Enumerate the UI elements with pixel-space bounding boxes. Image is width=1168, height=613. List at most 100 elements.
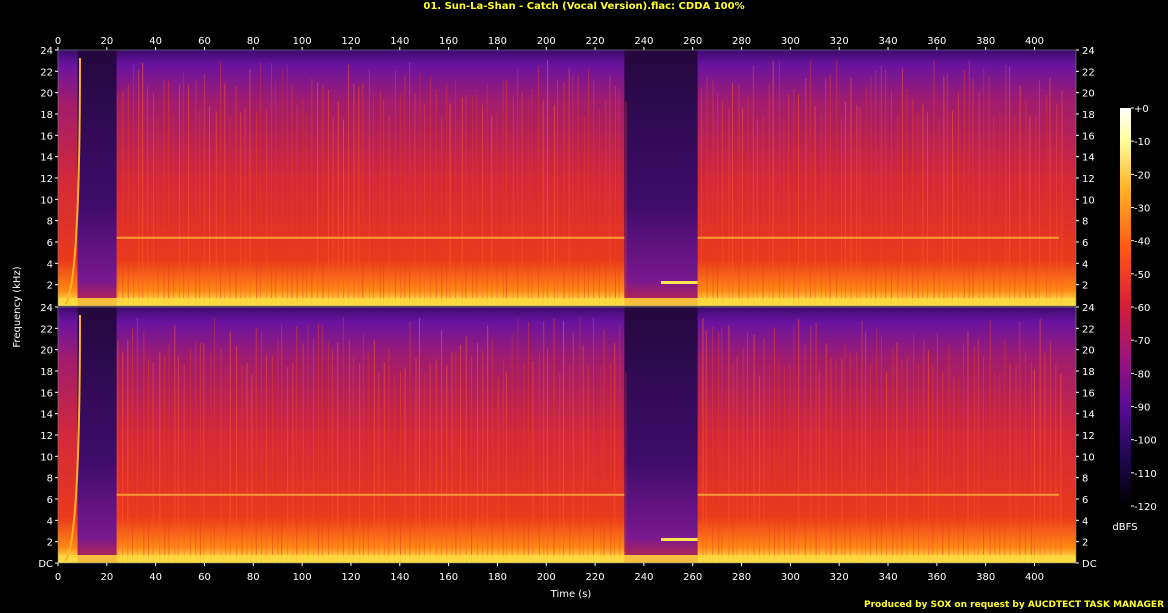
y-tick-label: 16 [1082,131,1095,142]
y-tick-label: 4 [47,516,53,527]
x-tick-label: 40 [149,572,162,583]
y-tick-label: 22 [1082,324,1095,335]
y-tick-label: 10 [1082,452,1095,463]
y-tick-label: 18 [1082,367,1095,378]
low-frequency-band [58,298,1076,306]
y-tick-label: 16 [1082,388,1095,399]
quiet-segment [77,307,117,563]
x-axis-label: Time (s) [550,589,592,600]
y-tick-label: 2 [47,538,53,549]
x-tick-label: 360 [927,572,946,583]
x-tick-label: 400 [1025,572,1044,583]
y-tick-label: 8 [47,217,53,228]
x-tick-label: 220 [586,572,605,583]
colorbar-tick-label: -100 [1134,436,1157,447]
y-tick-label: 6 [1082,495,1088,506]
y-tick-label: 6 [47,238,53,249]
x-tick-label: 380 [976,36,995,47]
x-tick-label: 140 [390,572,409,583]
channel-panel-1 [57,49,1077,307]
y-tick-label: 24 [1082,46,1095,57]
y-tick-label: 18 [40,367,53,378]
y-tick-label: 24 [40,303,53,314]
y-tick-label: 4 [1082,516,1088,527]
x-tick-label: 120 [341,36,360,47]
x-tick-label: 100 [293,572,312,583]
x-tick-label: 220 [586,36,605,47]
y-tick-label: 22 [40,67,53,78]
y-tick-label: 20 [40,346,53,357]
x-tick-label: 60 [198,572,211,583]
y-tick-label: 14 [40,153,53,164]
x-tick-label: 60 [198,36,211,47]
y-tick-label: 24 [1082,303,1095,314]
y-tick-label: 4 [1082,259,1088,270]
chart-title: 01. Sun-La-Shan - Catch (Vocal Version).… [423,1,745,12]
colorbar-tick-label: -80 [1134,369,1150,380]
x-tick-label: 20 [100,36,113,47]
y-tick-label: 2 [1082,281,1088,292]
x-tick-label: 80 [247,572,260,583]
y-tick-label: 14 [1082,153,1095,164]
colorbar-tick-label: -60 [1134,303,1150,314]
x-tick-label: 180 [488,572,507,583]
x-tick-label: 200 [537,36,556,47]
spectrogram-area [58,50,1076,306]
colorbar-tick-label: -10 [1134,137,1150,148]
x-tick-label: 280 [732,572,751,583]
y-tick-label: 12 [40,431,53,442]
y-tick-label: 10 [1082,195,1095,206]
x-tick-label: 140 [390,36,409,47]
quiet-segment [77,50,117,306]
x-tick-label: 120 [341,572,360,583]
y-tick-label: 2 [47,281,53,292]
y-tick-label: 8 [1082,217,1088,228]
x-tick-label: 240 [634,572,653,583]
y-tick-label: 16 [40,388,53,399]
y-tick-label: 8 [1082,474,1088,485]
low-frequency-band [58,555,1076,563]
x-tick-label: 380 [976,572,995,583]
quiet-segment [624,307,698,563]
colorbar-tick-label: -50 [1134,270,1150,281]
y-tick-label: 20 [1082,89,1095,100]
y-tick-label: 4 [47,259,53,270]
x-tick-label: 160 [439,36,458,47]
x-tick-label: 300 [781,572,800,583]
x-tick-label: 240 [634,36,653,47]
y-tick-label: 20 [1082,346,1095,357]
y-tick-label: 12 [40,174,53,185]
y-tick-label: 12 [1082,174,1095,185]
x-tick-label: 400 [1025,36,1044,47]
y-tick-label: 8 [47,474,53,485]
y-tick-label: DC [1082,559,1097,570]
y-tick-label: 2 [1082,538,1088,549]
x-tick-label: 340 [878,36,897,47]
x-tick-label: 0 [55,572,61,583]
x-tick-label: 280 [732,36,751,47]
y-axis-label: Frequency (kHz) [12,266,23,347]
y-tick-label: 6 [1082,238,1088,249]
x-tick-label: 100 [293,36,312,47]
x-tick-label: 340 [878,572,897,583]
y-tick-label: 10 [40,452,53,463]
x-tick-label: 80 [247,36,260,47]
x-tick-label: 200 [537,572,556,583]
credit-text: Produced by SOX on request by AUCDTECT T… [864,600,1164,610]
channel-panel-2 [57,306,1077,564]
x-tick-label: 20 [100,572,113,583]
intro-sweep [64,57,81,305]
y-tick-label: DC [38,559,53,570]
x-tick-label: 320 [830,572,849,583]
x-tick-label: 160 [439,572,458,583]
y-tick-label: 6 [47,495,53,506]
colorbar-tick-label: -120 [1134,502,1157,513]
colorbar-tick-label: -110 [1134,469,1157,480]
x-tick-label: 40 [149,36,162,47]
quiet-segment [624,50,698,306]
colorbar-tick-label: -70 [1134,336,1150,347]
y-tick-label: 16 [40,131,53,142]
colorbar-tick-label: -20 [1134,170,1150,181]
x-tick-label: 180 [488,36,507,47]
